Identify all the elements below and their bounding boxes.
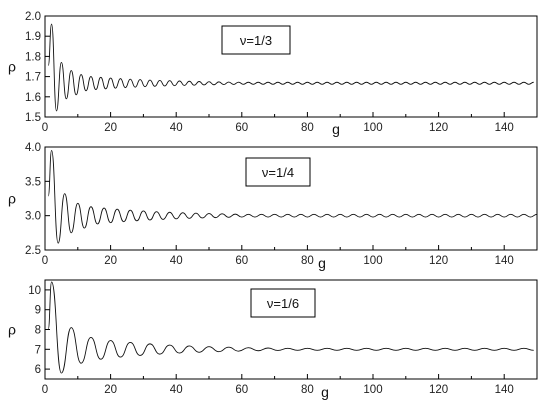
- y-tick-label: 8: [35, 325, 41, 337]
- y-tick-label: 3.0: [25, 211, 41, 223]
- y-tick-label: 1.5: [25, 112, 41, 124]
- annotation-box: [221, 25, 291, 55]
- x-tick-label: 40: [170, 122, 183, 134]
- y-tick-label: 1.9: [25, 31, 41, 43]
- x-tick-label: 20: [104, 122, 117, 134]
- panel-2: 0 20 40 60 80 100 120 140 2.5 3.0 3.5 4.0 ρ g ν=1/4: [8, 142, 538, 271]
- x-tick-label: 40: [170, 384, 183, 396]
- x-axis-label: g: [318, 255, 326, 271]
- x-tick-label: 100: [363, 384, 382, 396]
- x-tick-label: 20: [104, 384, 117, 396]
- x-tick-label: 120: [429, 122, 448, 134]
- x-tick-label: 120: [429, 255, 448, 267]
- y-tick-label: 9: [35, 305, 41, 317]
- panel-3: 0 20 40 60 80 100 120 140 6 7 8 9 10 ρ g ν=1/6: [8, 279, 538, 400]
- annotation-box: [250, 288, 316, 318]
- annotation-label: ν=1/6: [267, 296, 299, 311]
- x-tick-label: 0: [42, 255, 48, 267]
- y-tick-label: 7: [35, 344, 41, 356]
- y-tick-label: 2.5: [25, 245, 41, 257]
- x-tick-label: 80: [301, 384, 314, 396]
- x-axis-label: g: [321, 384, 329, 400]
- series-line: [47, 149, 538, 244]
- annotation-label: ν=1/3: [240, 33, 272, 48]
- y-axis-label: ρ: [8, 191, 16, 207]
- y-tick-label: 4.0: [25, 142, 41, 154]
- x-tick-label: 60: [235, 122, 248, 134]
- y-tick-label: 1.7: [25, 72, 41, 84]
- plot-frame: [44, 15, 538, 118]
- x-tick-label: 120: [429, 384, 448, 396]
- x-tick-label: 140: [495, 255, 514, 267]
- x-tick-label: 60: [235, 384, 248, 396]
- x-axis-label: g: [332, 121, 340, 137]
- plot-frame: [44, 146, 538, 251]
- series-line: [47, 23, 534, 112]
- panel-1: 0 20 40 60 80 100 120 140 1.5 1.6 1.7 1.8 1.9 2.0 ρ g ν=…: [8, 11, 538, 137]
- x-tick-label: 20: [104, 255, 117, 267]
- x-tick-label: 140: [495, 384, 514, 396]
- x-tick-label: 0: [42, 122, 48, 134]
- annotation-box: [245, 157, 311, 187]
- x-tick-label: 80: [301, 255, 314, 267]
- y-tick-label: 1.8: [25, 51, 41, 63]
- x-tick-label: 100: [363, 122, 382, 134]
- y-axis-label: ρ: [8, 322, 16, 338]
- x-tick-label: 80: [301, 122, 314, 134]
- y-tick-label: 1.6: [25, 92, 41, 104]
- y-axis-label: ρ: [8, 59, 16, 75]
- x-tick-label: 0: [42, 384, 48, 396]
- x-tick-label: 100: [363, 255, 382, 267]
- annotation-label: ν=1/4: [262, 165, 294, 180]
- x-tick-label: 140: [495, 122, 514, 134]
- x-tick-label: 60: [235, 255, 248, 267]
- y-tick-label: 3.5: [25, 176, 41, 188]
- x-tick-label: 40: [170, 255, 183, 267]
- y-tick-label: 10: [28, 285, 41, 297]
- series-line: [47, 281, 534, 374]
- y-tick-label: 6: [35, 364, 41, 376]
- y-tick-label: 2.0: [25, 11, 41, 23]
